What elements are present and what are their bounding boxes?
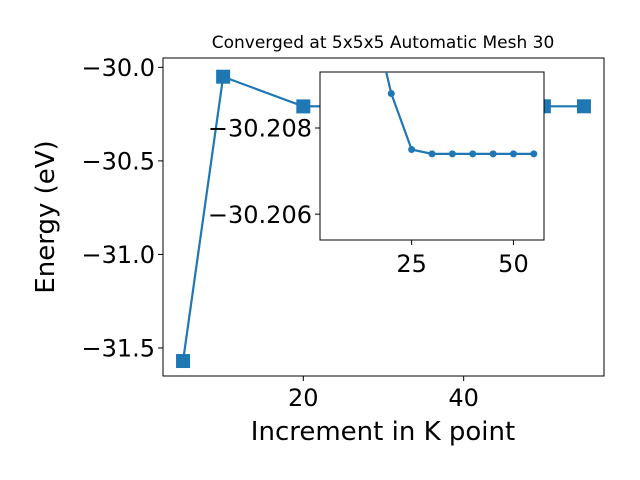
main-data-point bbox=[176, 354, 191, 369]
inset-ticks: 25 50 −30.208 −30.206 bbox=[208, 115, 529, 278]
inset-data-point bbox=[509, 150, 517, 158]
inset-data-point bbox=[489, 150, 497, 158]
chart-title: Converged at 5x5x5 Automatic Mesh 30 bbox=[212, 33, 555, 53]
inset-data-point bbox=[387, 90, 395, 98]
main-y-tick-label: −31.5 bbox=[81, 335, 155, 363]
main-data-point bbox=[216, 69, 231, 84]
main-data-point bbox=[296, 99, 311, 114]
main-y-tick-label: −30.5 bbox=[81, 148, 155, 176]
main-data-point bbox=[576, 99, 591, 114]
inset-x-tick-label: 50 bbox=[498, 250, 529, 278]
main-x-tick-label: 20 bbox=[288, 384, 319, 412]
inset-data-point bbox=[408, 146, 416, 154]
inset-data-point bbox=[469, 150, 477, 158]
y-axis-label: Energy (eV) bbox=[31, 140, 61, 293]
main-y-tick-label: −30.0 bbox=[81, 54, 155, 82]
inset-data-point bbox=[428, 150, 436, 158]
inset-data-point bbox=[448, 150, 456, 158]
x-axis-label: Increment in K point bbox=[251, 417, 515, 447]
inset-series bbox=[385, 72, 538, 158]
inset-y-tick-label: −30.208 bbox=[208, 115, 312, 143]
inset-y-tick-label: −30.206 bbox=[208, 201, 312, 229]
main-y-tick-label: −31.0 bbox=[81, 241, 155, 269]
main-ticks: 20 40 −30.0 −30.5 −31.0 −31.5 bbox=[81, 54, 479, 412]
inset-x-tick-label: 25 bbox=[396, 250, 427, 278]
main-x-tick-label: 40 bbox=[448, 384, 479, 412]
inset-data-point bbox=[530, 150, 538, 158]
